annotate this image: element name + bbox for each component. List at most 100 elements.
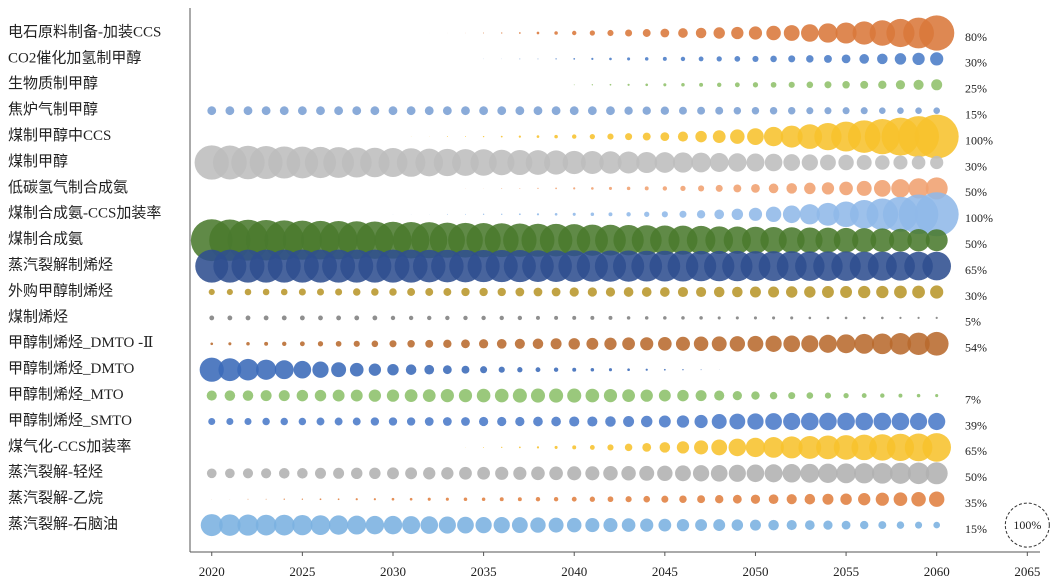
row-label: 蒸汽裂解制烯烃 [8,257,113,274]
bubble [694,440,709,455]
bubble [517,315,523,321]
bubble [608,368,613,372]
bubble [806,81,814,89]
bubble [488,149,515,176]
bubble [420,516,439,534]
bubble [889,228,912,252]
bubble [935,316,938,319]
bubble [237,514,259,536]
bubble [621,518,636,532]
bubble [481,497,486,501]
bubble [663,83,667,87]
bubble [661,211,668,218]
bubble [675,465,691,482]
bubble [658,415,671,428]
bubble [501,32,503,34]
bubble [537,58,539,60]
bubble [746,153,765,172]
bubble [278,390,290,402]
bubble [299,341,305,347]
end-label: 39% [965,418,987,432]
bubble [390,315,396,321]
bubble [554,31,558,35]
bubble [625,133,633,141]
bubble [907,332,930,356]
bubble [642,106,651,115]
row-label: 生物质制甲醇 [8,75,98,92]
bubble [572,367,577,372]
bubble [894,285,907,299]
bubble [644,211,650,217]
bubble [227,315,233,321]
bubble [816,435,840,460]
bubble [714,209,725,220]
bubble [820,154,836,171]
bubble [783,25,800,41]
end-label: 50% [965,185,987,199]
bubble [386,389,400,402]
bubble [710,464,728,482]
bubble [299,315,305,321]
bubble [856,155,872,170]
bubble [494,388,509,403]
bubble [819,412,837,431]
bubble [871,462,893,484]
bubble [316,417,325,426]
bubble [658,389,671,402]
bubble [783,335,801,353]
row-label: 煤制甲醇中CCS [8,127,111,144]
bubble [507,149,533,176]
bubble [483,446,485,448]
bubble [679,495,687,503]
bubble [765,206,782,222]
row-label: 煤气化-CCS加装率 [8,438,131,455]
bubble [334,106,344,116]
bubble [461,417,470,426]
bubble [483,32,485,34]
bubble [389,340,397,348]
bubble [336,315,342,321]
bubble [391,497,395,501]
bubble [501,187,503,189]
bubble [804,182,816,195]
bubble [729,413,746,430]
bubble [699,316,703,320]
bubble [218,358,242,382]
row-label: 煤制烯烃 [8,308,68,325]
bubble [446,213,448,215]
bubble [660,106,670,115]
bubble [280,417,288,426]
bubble [406,106,416,116]
bubble [697,495,706,504]
bubble [713,286,725,298]
bubble [402,516,421,535]
bubble [442,365,452,375]
bubble [553,497,559,502]
bubble [732,286,743,298]
bubble [317,341,324,347]
bubble [569,416,580,427]
bubble [763,126,784,147]
bubble [537,187,539,190]
bubble [697,106,706,115]
bubble [531,466,545,481]
bubble [732,390,742,401]
bubble [780,125,803,148]
bubble [280,288,288,296]
row-label: 蒸汽裂解-石脑油 [8,516,118,533]
bubble [806,55,814,63]
bubble [368,363,382,376]
bubble [470,149,497,176]
bubble [554,315,559,320]
bubble [459,466,472,480]
bubble [621,466,636,481]
bubble [644,57,649,61]
bubble [244,417,252,426]
bubble [911,491,926,507]
bubble [841,520,851,530]
bubble [753,316,757,320]
bubble [734,56,741,62]
bubble [209,315,215,321]
bubble [572,30,577,36]
